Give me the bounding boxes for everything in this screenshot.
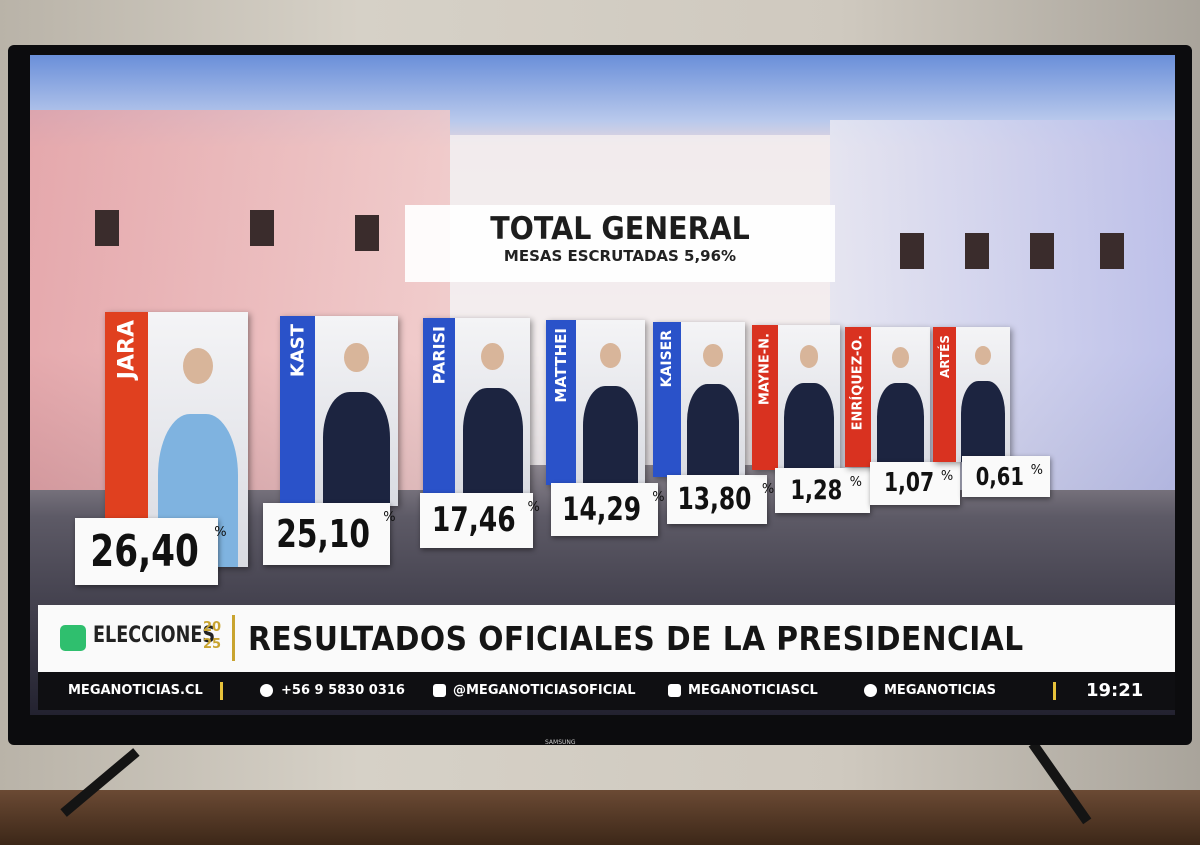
floor — [0, 790, 1200, 845]
headline: RESULTADOS OFICIALES DE LA PRESIDENCIAL — [248, 619, 1024, 658]
screen: TOTAL GENERAL MESAS ESCRUTADAS 5,96% JAR… — [30, 55, 1175, 715]
logo — [60, 625, 86, 651]
percent: 0,61 — [975, 462, 1024, 491]
window — [95, 210, 119, 246]
candidate-card: MATTHEI — [546, 320, 645, 485]
name-strip: ENRÍQUEZ-O. — [845, 327, 871, 467]
percent-unit: % — [1030, 463, 1044, 478]
percent-unit: % — [940, 469, 954, 484]
subtitle: MESAS ESCRUTADAS 5,96% — [503, 247, 737, 265]
head — [799, 345, 819, 368]
head — [600, 343, 621, 368]
time: 19:21 — [1086, 680, 1144, 701]
candidate-card: KAISER — [653, 322, 745, 477]
head — [703, 343, 723, 367]
person — [687, 384, 739, 477]
name-strip: ARTÉS — [933, 327, 956, 462]
candidate-name: MAYNE-N. — [757, 333, 773, 406]
percent-unit: % — [849, 475, 862, 490]
divider — [1053, 682, 1056, 700]
head — [183, 347, 213, 384]
ticker: ELECCIONES 20 25 RESULTADOS OFICIALES DE … — [38, 605, 1175, 672]
percent: 1,07 — [883, 468, 934, 498]
person — [784, 383, 834, 470]
candidate-name: ARTÉS — [937, 335, 952, 379]
candidate-name: KAST — [287, 324, 308, 378]
window — [1030, 233, 1054, 269]
percent-unit: % — [214, 525, 227, 540]
head — [481, 342, 504, 370]
window — [1100, 233, 1124, 269]
candidate-name: KAISER — [659, 330, 675, 388]
brand: ELECCIONES — [93, 623, 216, 648]
person — [876, 383, 925, 467]
person — [961, 381, 1005, 462]
percent-unit: % — [527, 500, 540, 515]
candidate-name: PARISI — [429, 326, 449, 385]
candidate-card: PARISI — [423, 318, 530, 493]
person — [582, 386, 639, 485]
name-strip: MAYNE-N. — [752, 325, 778, 470]
spotify-icon — [864, 684, 877, 697]
name-strip: PARISI — [423, 318, 455, 493]
window — [965, 233, 989, 269]
twitch: MEGANOTICIASCL — [688, 683, 818, 698]
site: MEGANOTICIAS.CL — [68, 683, 203, 698]
percent: 14,29 — [562, 490, 642, 528]
candidate-name: MATTHEI — [552, 328, 570, 403]
head — [974, 345, 992, 366]
candidate-name: JARA — [114, 320, 139, 380]
window — [900, 233, 924, 269]
percent-box: 13,80% — [667, 475, 774, 524]
title-box: TOTAL GENERAL MESAS ESCRUTADAS 5,96% — [405, 205, 835, 282]
percent-box: 1,07% — [870, 462, 960, 505]
percent-unit: % — [652, 490, 665, 505]
head — [344, 342, 369, 373]
tv-brand: SAMSUNG — [545, 739, 576, 746]
whatsapp-icon — [260, 684, 273, 697]
percent: 17,46 — [431, 500, 516, 540]
spotify: MEGANOTICIAS — [884, 683, 996, 698]
name-strip: MATTHEI — [546, 320, 576, 485]
head — [891, 346, 910, 368]
candidate-card: ARTÉS — [933, 327, 1010, 462]
candidate-card: MAYNE-N. — [752, 325, 840, 470]
phone: +56 9 5830 0316 — [281, 683, 405, 698]
candidate-card: KAST — [280, 316, 398, 506]
percent-box: 26,40% — [75, 518, 227, 585]
year: 20 25 — [203, 619, 221, 653]
percent-unit: % — [761, 482, 775, 497]
name-strip: KAISER — [653, 322, 681, 477]
name-strip: KAST — [280, 316, 315, 506]
window — [355, 215, 379, 251]
percent-box: 14,29% — [551, 483, 665, 536]
percent-box: 1,28% — [775, 468, 870, 513]
separator — [232, 615, 235, 661]
percent-box: 0,61% — [962, 456, 1050, 497]
year-top: 20 — [203, 620, 222, 635]
percent-box: 25,10% — [263, 503, 396, 565]
year-bottom: 25 — [203, 637, 222, 652]
youtube: @MEGANOTICIASOFICIAL — [453, 683, 636, 698]
footer: MEGANOTICIAS.CL +56 9 5830 0316 @MEGANOT… — [38, 672, 1175, 710]
twitch-icon — [668, 684, 681, 697]
percent: 1,28 — [790, 475, 843, 506]
candidate-name: ENRÍQUEZ-O. — [850, 335, 866, 431]
percent: 25,10 — [276, 512, 370, 556]
person — [462, 388, 523, 493]
candidate-card: ENRÍQUEZ-O. — [845, 327, 930, 467]
divider — [220, 682, 223, 700]
percent: 26,40 — [90, 526, 199, 577]
percent: 13,80 — [677, 482, 752, 517]
percent-box: 17,46% — [420, 493, 540, 548]
percent-unit: % — [383, 510, 396, 525]
person — [323, 392, 390, 506]
title: TOTAL GENERAL — [490, 211, 750, 247]
window — [250, 210, 274, 246]
youtube-icon — [433, 684, 446, 697]
